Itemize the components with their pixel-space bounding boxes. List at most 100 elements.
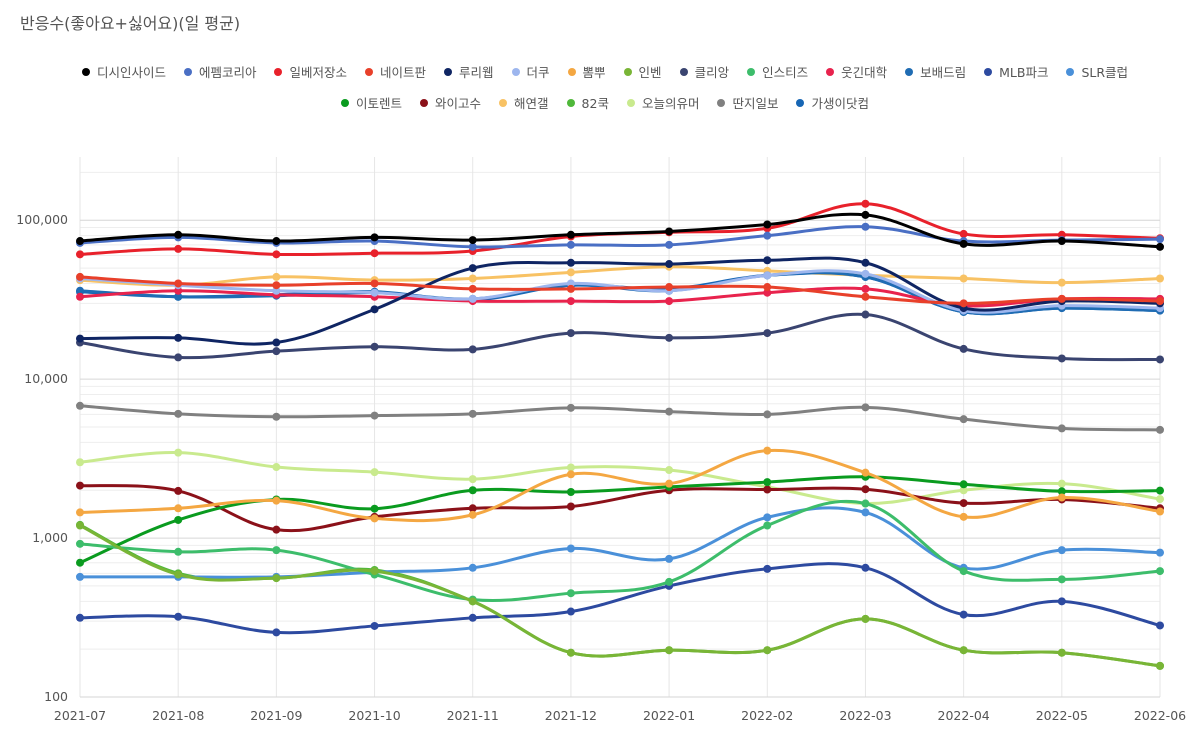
data-point (566, 648, 575, 657)
series-line (78, 202, 1162, 257)
data-point (468, 486, 477, 495)
data-point (959, 239, 968, 248)
legend-row: 이토렌트 와이고수 해연갤 82쿡 오늘의유머 딴지일보 가생이닷컴 (20, 93, 1190, 112)
data-point (468, 597, 477, 606)
legend-label: 82쿡 (581, 96, 609, 111)
data-point (566, 470, 575, 479)
legend-item[interactable]: 일베저장소 (274, 62, 347, 81)
legend-label: 가생이닷컴 (811, 96, 869, 111)
legend-row: 디시인사이드 에펨코리아 일베저장소 네이트판 루리웹 더쿠 뽐뿌 인벤 클리앙 인스티즈 웃긴대학… (20, 62, 1190, 81)
legend-marker-icon (183, 67, 192, 76)
data-point (566, 403, 575, 412)
data-point (566, 329, 575, 338)
legend-label: 뽐뿌 (582, 65, 606, 80)
data-point (468, 345, 477, 354)
data-point (763, 283, 772, 292)
legend-item[interactable]: 가생이닷컴 (796, 93, 869, 112)
legend-marker-icon (274, 67, 283, 76)
data-point (174, 333, 183, 342)
data-point (76, 558, 84, 567)
y-tick-label: 10,000 (24, 371, 68, 386)
legend-label: 인스티즈 (762, 65, 809, 80)
x-tick-label: 2021-11 (447, 708, 499, 723)
legend-marker-icon (364, 67, 373, 76)
data-point (174, 515, 183, 524)
legend-item[interactable]: 웃긴대학 (826, 62, 887, 81)
y-tick-label: 1,000 (32, 530, 68, 545)
legend-marker-icon (905, 67, 914, 76)
legend-marker-icon (626, 98, 635, 107)
data-point (272, 281, 281, 290)
legend-item[interactable]: 이토렌트 (341, 93, 402, 112)
data-point (370, 279, 379, 288)
data-point (468, 510, 477, 519)
data-point (665, 466, 674, 475)
data-point (763, 271, 772, 280)
legend-label: 클리앙 (694, 65, 730, 80)
data-point (370, 411, 379, 420)
data-point (272, 546, 281, 555)
data-point (959, 274, 968, 283)
data-point (272, 412, 281, 421)
series-line (78, 212, 1162, 249)
x-tick-label: 2021-07 (54, 708, 106, 723)
data-point (959, 512, 968, 521)
data-point (861, 210, 870, 219)
data-point (468, 236, 477, 245)
series-line (78, 275, 1162, 305)
legend-marker-icon (566, 98, 575, 107)
legend-item[interactable]: MLB파크 (984, 62, 1048, 81)
data-point (76, 334, 84, 343)
legend-item[interactable]: 오늘의유머 (626, 93, 699, 112)
data-point (272, 237, 281, 246)
legend-marker-icon (679, 67, 688, 76)
legend-item[interactable]: 더쿠 (511, 62, 550, 81)
data-point (1156, 661, 1164, 670)
data-point (861, 403, 870, 412)
data-point (665, 577, 674, 586)
legend-item[interactable]: 82쿡 (566, 93, 609, 112)
x-tick-label: 2022-02 (741, 708, 793, 723)
data-point (1057, 354, 1066, 363)
legend-item[interactable]: 해연갤 (499, 93, 549, 112)
legend-label: 일베저장소 (289, 65, 347, 80)
legend-marker-icon (826, 67, 835, 76)
legend-marker-icon (567, 67, 576, 76)
data-point (468, 294, 477, 303)
legend-item[interactable]: 인스티즈 (747, 62, 808, 81)
data-point (959, 415, 968, 424)
legend-item[interactable]: 클리앙 (679, 62, 730, 81)
series-line (78, 523, 1162, 668)
data-point (763, 220, 772, 229)
data-point (370, 305, 379, 314)
legend-marker-icon (717, 98, 726, 107)
data-point (861, 508, 870, 517)
x-tick-label: 2022-01 (643, 708, 695, 723)
data-point (76, 250, 84, 259)
data-point (1057, 294, 1066, 303)
legend-item[interactable]: 뽐뿌 (567, 62, 606, 81)
legend-item[interactable]: 네이트판 (364, 62, 426, 81)
legend-item[interactable]: 루리웹 (444, 62, 494, 81)
legend-marker-icon (1066, 67, 1075, 76)
legend-item[interactable]: 에펨코리아 (183, 62, 256, 81)
data-point (174, 244, 183, 253)
legend-item[interactable]: 보배드림 (905, 62, 966, 81)
legend-item[interactable]: 와이고수 (420, 93, 481, 112)
data-point (76, 286, 84, 295)
legend-item[interactable]: 딴지일보 (717, 93, 778, 112)
data-point (1057, 424, 1066, 433)
data-point (468, 563, 477, 572)
data-point (1156, 567, 1164, 576)
data-point (468, 274, 477, 283)
legend-item[interactable]: 디시인사이드 (81, 62, 166, 81)
data-point (1156, 235, 1164, 244)
data-point (763, 564, 772, 573)
legend-item[interactable]: SLR클럽 (1066, 62, 1128, 81)
data-point (1057, 597, 1066, 606)
data-point (1156, 297, 1164, 306)
legend-item[interactable]: 인벤 (623, 62, 662, 81)
data-point (76, 401, 84, 410)
data-point (1057, 479, 1066, 488)
